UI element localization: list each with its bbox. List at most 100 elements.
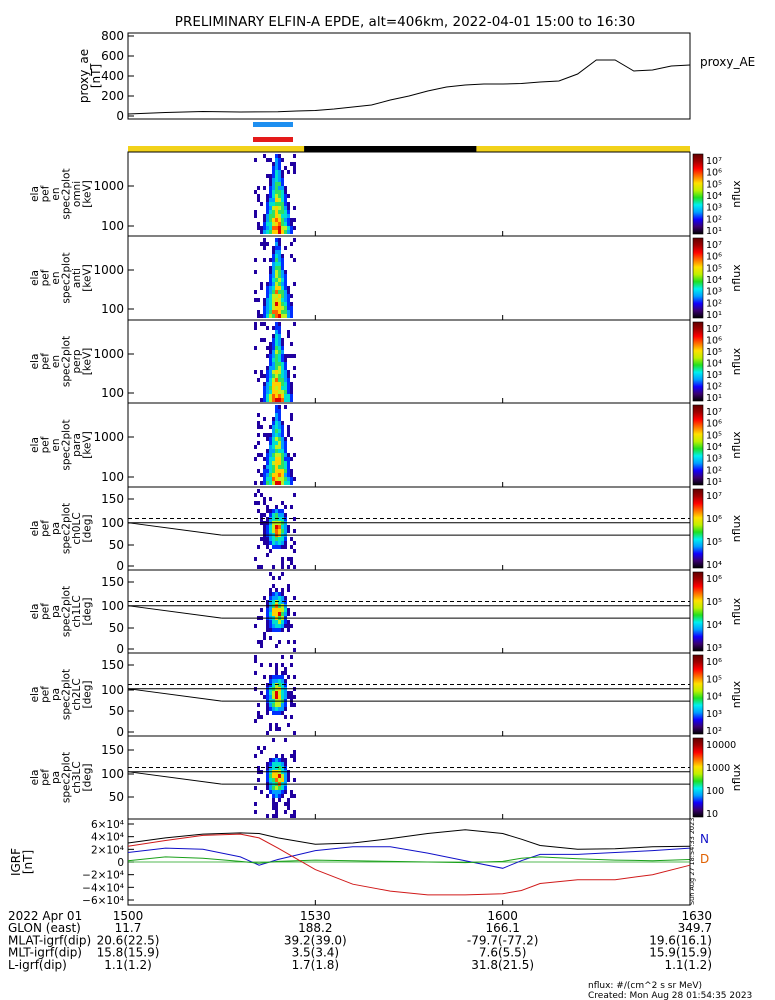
spectrogram-pixel bbox=[290, 382, 293, 386]
spectrogram-pixel bbox=[272, 592, 275, 596]
spectrogram-pixel bbox=[266, 608, 269, 612]
spectrogram-pixel bbox=[272, 218, 275, 222]
spectrogram-pixel bbox=[281, 469, 284, 473]
spectrogram-pixel bbox=[272, 691, 275, 695]
spectrogram-pixel bbox=[284, 465, 287, 469]
spectrogram-pixel bbox=[281, 778, 284, 782]
spectrogram-pixel bbox=[290, 814, 293, 818]
panel-ytick-label: 100 bbox=[101, 386, 124, 400]
panel-ytick-label: 150 bbox=[101, 658, 124, 672]
spectrogram-pixel bbox=[254, 786, 257, 790]
spectrogram-pixel bbox=[275, 218, 278, 222]
spectrogram-pixel bbox=[272, 545, 275, 549]
spectrogram-pixel bbox=[272, 695, 275, 699]
spectrogram-pixel bbox=[257, 711, 260, 715]
spectrogram-pixel bbox=[278, 386, 281, 390]
spectrogram-pixel bbox=[275, 513, 278, 517]
spectrogram-pixel bbox=[266, 537, 269, 541]
spectrogram-pixel bbox=[287, 230, 290, 234]
spectrogram-pixel bbox=[275, 310, 278, 314]
time-axis-value: 1.1(1.2) bbox=[104, 958, 152, 972]
spectrogram-pixel bbox=[254, 445, 257, 449]
spectrogram-pixel bbox=[281, 762, 284, 766]
spectrogram-pixel bbox=[287, 457, 290, 461]
panel-ylabel-line: pa bbox=[50, 605, 62, 618]
spectrogram-pixel bbox=[287, 433, 290, 437]
spectrogram-pixel bbox=[266, 222, 269, 226]
spectrogram-pixel bbox=[266, 290, 269, 294]
spectrogram-pixel bbox=[254, 298, 257, 302]
colorbar-tick-label: 10³ bbox=[706, 643, 722, 654]
spectrogram-pixel bbox=[254, 210, 257, 214]
spectrogram-pixel bbox=[272, 441, 275, 445]
time-axis-value: 349.7 bbox=[678, 921, 712, 935]
spectrogram-pixel bbox=[272, 366, 275, 370]
colorbar-tick-label: 10⁴ bbox=[706, 620, 722, 631]
panel-ylabel-line: pef bbox=[40, 603, 52, 620]
spectrogram-pixel bbox=[287, 218, 290, 222]
spectrogram-pixel bbox=[266, 553, 269, 557]
spectrogram-pixel bbox=[272, 362, 275, 366]
spectrogram-pixel bbox=[290, 254, 293, 258]
spectrogram-pixel bbox=[266, 766, 269, 770]
spectrogram-pixel bbox=[278, 529, 281, 533]
panel-ylabel-line: ela bbox=[29, 354, 41, 370]
spectrogram-pixel bbox=[287, 394, 290, 398]
spectrogram-pixel bbox=[284, 441, 287, 445]
spectrogram-pixel bbox=[272, 481, 275, 485]
spectrogram-pixel bbox=[254, 190, 257, 194]
panel-ylabel-line: [keV] bbox=[82, 180, 94, 208]
panel-ylabel-line: pef bbox=[40, 686, 52, 703]
spectrogram-pixel bbox=[278, 350, 281, 354]
spectrogram-pixel bbox=[281, 501, 284, 505]
spectrogram-pixel bbox=[278, 154, 281, 158]
spectrogram-pixel bbox=[278, 405, 281, 409]
panel-ylabel-line: para bbox=[71, 433, 83, 457]
spectrogram-pixel bbox=[275, 170, 278, 174]
spectrogram-pixel bbox=[272, 194, 275, 198]
spectrogram-pixel bbox=[275, 342, 278, 346]
spectrogram-pixel bbox=[284, 461, 287, 465]
spectrogram-pixel bbox=[278, 230, 281, 234]
spectrogram-pixel bbox=[290, 695, 293, 699]
panel-ytick-label: 100 bbox=[101, 302, 124, 316]
igrf-ylabel: IGRF[nT] bbox=[9, 848, 35, 876]
spectrogram-pixel bbox=[287, 294, 290, 298]
spectrogram-pixel bbox=[281, 366, 284, 370]
spectrogram-pixel bbox=[278, 675, 281, 679]
panel-frame bbox=[127, 319, 691, 404]
spectrogram-pixel bbox=[275, 210, 278, 214]
spectrogram-pixel bbox=[275, 537, 278, 541]
spectrogram-pixel bbox=[284, 226, 287, 230]
spectrogram-pixel bbox=[272, 306, 275, 310]
spectrogram-pixel bbox=[266, 370, 269, 374]
spectrogram-pixel bbox=[293, 754, 296, 758]
igrf-side-text-group: Sun Aug 27 18:54:33 2023 bbox=[688, 818, 696, 905]
igrf-legend-n: N bbox=[700, 832, 709, 846]
spectrogram-pixel bbox=[266, 202, 269, 206]
spectrogram-pixel bbox=[284, 214, 287, 218]
spectrogram-pixel bbox=[266, 386, 269, 390]
spectrogram-pixel bbox=[275, 338, 278, 342]
spectrogram-pixel bbox=[278, 727, 281, 731]
spectrogram-pixel bbox=[281, 425, 284, 429]
spectrogram-pixel bbox=[287, 210, 290, 214]
spectrogram-pixel bbox=[269, 453, 272, 457]
spectrogram-pixel bbox=[254, 719, 257, 723]
spectrogram-pixel bbox=[269, 461, 272, 465]
colorbar-tick-label: 10³ bbox=[706, 709, 722, 720]
spectrogram-pixel bbox=[272, 457, 275, 461]
spectrogram-pixel bbox=[281, 537, 284, 541]
spectrogram-pixel bbox=[260, 640, 263, 644]
spectrogram-pixel bbox=[269, 758, 272, 762]
spectrogram-pixel bbox=[278, 202, 281, 206]
spectrogram-pixel bbox=[272, 675, 275, 679]
spectrogram-pixel bbox=[284, 278, 287, 282]
spectrogram-pixel bbox=[278, 278, 281, 282]
spectrogram-pixel bbox=[269, 778, 272, 782]
spectrogram-pixel bbox=[293, 750, 296, 754]
spectrogram-pixel bbox=[266, 628, 269, 632]
spectrogram-pixel bbox=[278, 445, 281, 449]
spectrogram-pixel bbox=[269, 790, 272, 794]
spectrogram-pixel bbox=[257, 441, 260, 445]
